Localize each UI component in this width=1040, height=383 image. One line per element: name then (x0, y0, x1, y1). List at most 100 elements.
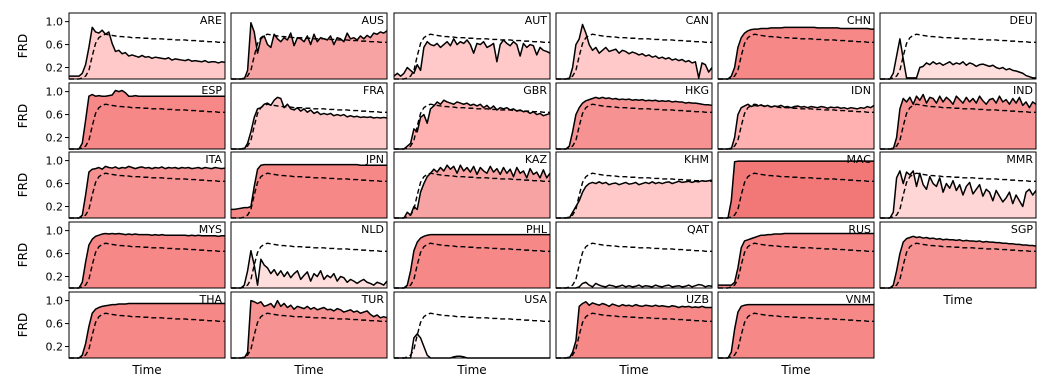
panel-jpn: JPN (230, 151, 388, 219)
panel-frame (393, 291, 551, 359)
series-line-mmr (880, 170, 1037, 219)
y-tick-label: 0.2 (46, 132, 64, 145)
area-fill-qat (556, 282, 712, 288)
reference-line (69, 312, 225, 359)
panel-label: MMR (1006, 153, 1033, 166)
panel-label: AUT (525, 14, 548, 27)
panel-khm: KHM (555, 151, 713, 219)
series-line-khm (556, 179, 713, 219)
x-axis-label: Time (942, 293, 972, 307)
reference-line (718, 172, 874, 219)
panel-chn: CHN (717, 12, 875, 80)
panel-hkg: HKG (555, 82, 713, 150)
y-axis-label: FRD (16, 104, 30, 128)
panel-label: USA (524, 293, 547, 306)
panel-frame (879, 82, 1037, 150)
area-fill-aut (394, 38, 550, 79)
panel-frame (230, 291, 388, 359)
panel-frame (68, 221, 226, 289)
area-fill-nld (231, 250, 387, 288)
reference-line (718, 33, 874, 80)
area-fill-uzb (556, 301, 712, 358)
area-fill-fra (231, 97, 387, 149)
area-fill-can (556, 24, 712, 79)
y-tick-label: 1.0 (46, 295, 64, 308)
area-fill-tur (231, 300, 387, 358)
series-line-hkg (556, 96, 713, 150)
panel-frame (555, 12, 713, 80)
panel-fra: FRA (230, 82, 388, 150)
panel-can: CAN (555, 12, 713, 80)
series-line-kaz (394, 164, 551, 219)
y-tick-label: 1.0 (46, 155, 64, 168)
series-line-tha (69, 302, 225, 359)
panel-label: GBR (523, 84, 547, 97)
reference-line (880, 242, 1036, 289)
area-fill-aus (231, 22, 387, 79)
panel-label: RUS (848, 223, 871, 236)
panel-aus: AUS (230, 12, 388, 80)
y-tick-label: 0.6 (46, 248, 64, 261)
series-line-idn (718, 103, 875, 150)
series-line-uzb (556, 301, 712, 359)
area-fill-rus (718, 233, 874, 288)
reference-line (880, 33, 1036, 80)
panel-ita: ITA 1.0 0.6 0.2 FRD (16, 151, 226, 219)
reference-line (718, 242, 874, 289)
panel-frame (393, 82, 551, 150)
series-line-nld (231, 249, 388, 289)
panel-frame (230, 82, 388, 150)
y-axis-label: FRD (16, 313, 30, 337)
y-axis-label: FRD (16, 243, 30, 267)
panel-usa: USA Time (393, 291, 551, 377)
area-fill-jpn (231, 164, 387, 218)
reference-line (556, 103, 712, 150)
panel-frame (879, 151, 1037, 219)
panel-label: AUS (361, 14, 384, 27)
y-tick-label: 1.0 (46, 225, 64, 238)
area-fill-tha (69, 303, 225, 358)
series-line-rus (718, 232, 874, 286)
panel-frame (68, 82, 226, 150)
reference-line (394, 172, 550, 219)
x-axis-label: Time (780, 363, 810, 377)
area-fill-phl (394, 234, 550, 288)
series-line-fra (231, 96, 388, 150)
panel-frame (555, 151, 713, 219)
y-tick-label: 0.6 (46, 178, 64, 191)
y-tick-label: 0.6 (46, 39, 64, 52)
series-line-ita (69, 165, 226, 219)
panel-mys: MYS 1.0 0.6 0.2 FRD (16, 221, 226, 289)
panel-gbr: GBR (393, 82, 551, 150)
reference-line (718, 312, 874, 359)
panel-label: VNM (846, 293, 871, 306)
x-axis-label: Time (456, 363, 486, 377)
y-tick-label: 0.2 (46, 62, 64, 75)
panel-label: FRA (363, 84, 385, 97)
panel-mac: MAC (717, 151, 875, 219)
y-tick-label: 1.0 (46, 86, 64, 99)
reference-line (69, 33, 225, 80)
series-line-aus (231, 22, 388, 80)
panel-tha: THA 1.0 0.6 0.2 FRD Time (16, 291, 226, 377)
series-line-tur (231, 299, 388, 359)
series-line-sgp (880, 235, 1037, 289)
panel-frame (393, 12, 551, 80)
panel-label: ESP (201, 84, 222, 97)
panel-ind: IND (879, 82, 1037, 150)
reference-line (69, 172, 225, 219)
area-fill-ind (880, 94, 1036, 149)
panel-label: NLD (361, 223, 384, 236)
panel-frame (393, 221, 551, 289)
panel-label: MYS (199, 223, 222, 236)
panel-frame (717, 151, 875, 219)
reference-line (394, 33, 550, 80)
panel-frame (555, 291, 713, 359)
series-line-mac (718, 160, 874, 219)
series-line-gbr (394, 99, 551, 150)
reference-line (231, 312, 387, 359)
series-line-deu (880, 38, 1036, 80)
panel-label: JPN (365, 153, 384, 166)
panel-label: KAZ (525, 153, 548, 166)
